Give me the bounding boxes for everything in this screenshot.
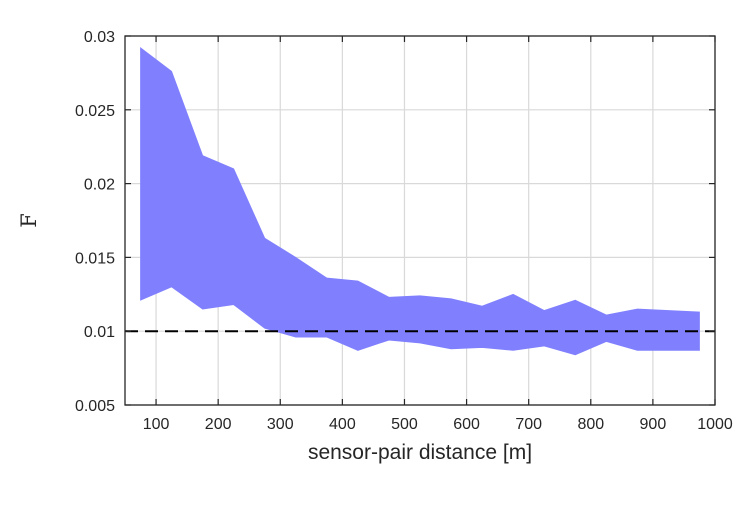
x-axis-label: sensor-pair distance [m] [308,441,532,464]
y-axis-label: F [17,213,41,228]
x-tick-label: 600 [453,416,480,433]
x-tick-label: 300 [267,416,294,433]
y-tick-label: 0.03 [84,29,115,46]
axis-ticks [125,35,716,406]
y-tick-label: 0.015 [75,250,115,267]
x-tick-label: 800 [577,416,604,433]
x-tick-label: 700 [515,416,542,433]
x-tick-label: 400 [329,416,356,433]
x-tick-labels: 100 200 300 400 500 600 700 800 900 1000 [143,416,733,433]
plot-frame [124,35,716,406]
x-tick-label: 1000 [697,416,733,433]
confidence-band [140,47,700,356]
y-tick-label: 0.01 [84,324,115,341]
x-tick-label: 100 [143,416,170,433]
x-tick-label: 500 [391,416,418,433]
y-tick-labels: 0.005 0.01 0.015 0.02 0.025 0.03 [75,29,115,415]
x-tick-label: 200 [205,416,232,433]
y-tick-label: 0.02 [84,177,115,194]
x-tick-label: 900 [640,416,667,433]
y-tick-label: 0.025 [75,103,115,120]
y-tick-label: 0.005 [75,398,115,415]
